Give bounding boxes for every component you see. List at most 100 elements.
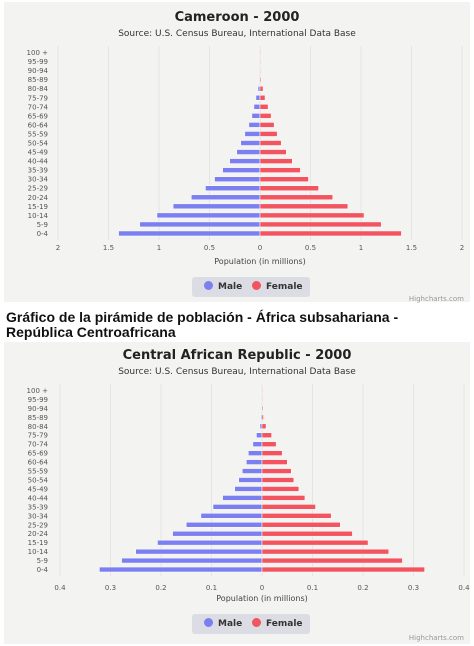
bar-female [261, 387, 263, 394]
y-tick-label: 45-49 [28, 485, 48, 493]
bar-male [253, 104, 261, 110]
x-tick-label: 0.1 [206, 584, 217, 592]
bar-female [261, 477, 295, 483]
bar-female [259, 221, 382, 228]
bar-female [259, 203, 349, 210]
y-tick-label: 55-59 [28, 130, 48, 138]
y-tick-label: 100 + [27, 387, 49, 395]
y-tick-label: 70-74 [28, 103, 49, 111]
bar-female [259, 58, 261, 65]
bar-male [172, 531, 263, 537]
bar-male [186, 522, 263, 528]
chart-panel-cameroon: Cameroon - 2000 Source: U.S. Census Bure… [4, 2, 470, 303]
bar-female [261, 423, 267, 429]
y-tick-label: 50-54 [28, 140, 49, 148]
bar-female [259, 167, 301, 173]
chart-title: Cameroon - 2000 [174, 10, 300, 25]
bar-male [252, 441, 263, 447]
bar-female [259, 149, 287, 155]
bar-male [246, 459, 263, 465]
x-axis-title: Population (in millions) [214, 257, 305, 266]
y-tick-label: 85-89 [28, 414, 48, 422]
legend-label-male: Male [218, 619, 243, 629]
page-heading: Gráfico de la pirámide de población - Áf… [6, 309, 399, 340]
bar-female [259, 230, 402, 237]
chart-subtitle: Source: U.S. Census Bureau, Internationa… [118, 29, 356, 39]
x-tick-label: 1.5 [103, 244, 114, 252]
bar-female [261, 495, 306, 501]
credits[interactable]: Highcharts.com [408, 634, 464, 642]
female-dot-icon [252, 281, 261, 290]
y-tick-label: 25-29 [28, 185, 48, 193]
bar-male [256, 432, 263, 438]
bar-male [139, 221, 261, 228]
bar-female [259, 185, 319, 191]
y-tick-label: 10-14 [28, 548, 49, 556]
bar-female [259, 131, 278, 137]
x-tick-label: 2 [460, 244, 464, 252]
credits[interactable]: Highcharts.com [408, 295, 464, 303]
legend: Male Female [192, 277, 310, 297]
legend-item-male[interactable]: Male [204, 277, 242, 297]
bar-female [261, 441, 277, 447]
legend-item-female[interactable]: Female [252, 614, 303, 634]
bar-female [259, 104, 269, 110]
bar-female [261, 486, 300, 492]
x-tick-label: 0.5 [305, 244, 316, 252]
bar-female [259, 95, 266, 101]
x-tick-label: 0 [258, 244, 262, 252]
bar-female [261, 468, 292, 474]
male-dot-icon [204, 618, 213, 627]
bar-female [261, 405, 264, 412]
bar-female [261, 522, 341, 528]
bar-male [257, 85, 261, 92]
bar-female [259, 85, 264, 92]
bar-male [156, 212, 261, 219]
bar-male [222, 495, 263, 501]
bar-female [261, 459, 288, 465]
legend-item-female[interactable]: Female [252, 277, 303, 297]
bar-female [259, 140, 282, 146]
bar-male [212, 504, 263, 510]
bar-female [259, 76, 262, 83]
bar-male [259, 423, 263, 429]
x-tick-label: 0 [260, 584, 264, 592]
x-tick-label: 1 [359, 244, 363, 252]
male-dot-icon [204, 281, 213, 290]
bar-male [236, 149, 261, 155]
legend-item-male[interactable]: Male [204, 614, 242, 634]
bar-female [259, 122, 275, 128]
y-tick-label: 40-44 [28, 494, 49, 502]
legend-label-female: Female [266, 619, 303, 629]
y-tick-label: 90-94 [28, 67, 49, 75]
y-tick-label: 100 + [27, 49, 49, 57]
bar-male [191, 194, 261, 201]
y-tick-label: 60-64 [28, 459, 49, 467]
y-tick-label: 65-69 [28, 450, 48, 458]
chart-subtitle: Source: U.S. Census Bureau, Internationa… [118, 367, 356, 377]
bar-female [261, 548, 390, 555]
bar-male [99, 566, 263, 573]
bar-female [261, 396, 263, 403]
y-tick-label: 75-79 [28, 94, 48, 102]
bar-female [261, 432, 272, 438]
y-tick-label: 80-84 [28, 85, 49, 93]
y-tick-label: 10-14 [28, 212, 49, 220]
x-tick-label: 0.3 [408, 584, 419, 592]
y-tick-label: 35-39 [28, 503, 48, 511]
bar-male [172, 203, 261, 210]
bar-male [234, 486, 263, 492]
x-tick-label: 0.4 [458, 584, 470, 592]
y-tick-label: 30-34 [28, 176, 49, 184]
chart-panel-central-african-republic: Central African Republic - 2000 Source: … [4, 342, 470, 644]
bar-male [238, 477, 263, 483]
y-tick-label: 80-84 [28, 423, 49, 431]
bar-male [200, 513, 263, 519]
bar-female [261, 539, 369, 546]
y-tick-label: 95-99 [28, 396, 48, 404]
y-tick-label: 95-99 [28, 58, 48, 66]
x-tick-label: 2 [56, 244, 60, 252]
bar-female [261, 414, 264, 421]
x-tick-label: 0.2 [155, 584, 166, 592]
y-tick-label: 0-4 [37, 230, 49, 238]
